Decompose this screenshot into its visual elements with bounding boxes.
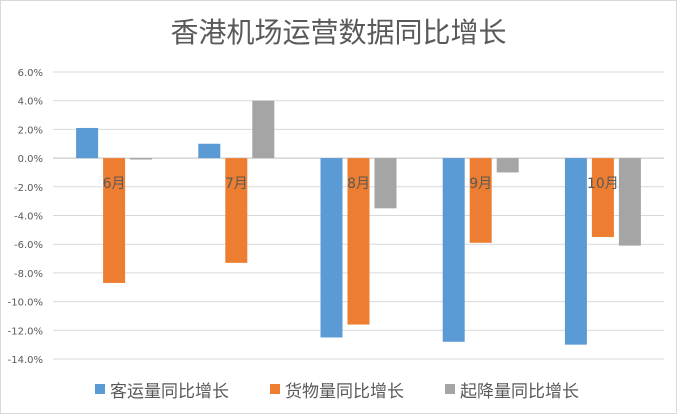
x-tick-label: 9月 (469, 176, 492, 192)
y-tick-label: -14.0% (8, 355, 43, 366)
x-tick-label: 7月 (225, 176, 248, 192)
bar-series-0-cat-4 (564, 158, 587, 345)
legend-label-cargo: 货物量同比增长 (285, 381, 404, 402)
legend-label-flights: 起降量同比增长 (460, 381, 579, 402)
y-tick-label: -4.0% (14, 212, 43, 223)
x-tick-label: 8月 (347, 176, 370, 192)
legend-item-cargo: 货物量同比增长 (270, 377, 404, 402)
legend-item-flights: 起降量同比增长 (445, 377, 579, 402)
y-tick-label: 2.0% (18, 125, 43, 136)
y-tick-label: -12.0% (8, 326, 43, 337)
bar-series-1-cat-3 (469, 158, 492, 243)
y-tick-label: 6.0% (18, 68, 43, 79)
bar-series-1-cat-0 (103, 158, 126, 283)
x-tick-label: 6月 (103, 176, 126, 192)
x-tick-label: 10月 (587, 176, 619, 192)
y-tick-label: -8.0% (14, 269, 43, 280)
chart-legend: 客运量同比增长 货物量同比增长 起降量同比增长 (1, 377, 676, 402)
bar-series-0-cat-0 (76, 127, 99, 159)
legend-swatch-passenger (95, 384, 105, 394)
bar-series-0-cat-1 (198, 143, 221, 159)
bar-series-2-cat-0 (130, 158, 153, 160)
bar-series-1-cat-2 (347, 158, 370, 325)
y-tick-label: -2.0% (14, 183, 43, 194)
y-tick-label: 4.0% (18, 97, 43, 108)
legend-label-passenger: 客运量同比增长 (110, 381, 229, 402)
bar-series-2-cat-2 (374, 158, 397, 209)
legend-swatch-cargo (270, 384, 280, 394)
y-tick-label: -10.0% (8, 298, 43, 309)
bar-series-0-cat-2 (320, 158, 343, 338)
chart-title: 香港机场运营数据同比增长 (170, 16, 507, 49)
legend-swatch-flights (445, 384, 455, 394)
bar-series-1-cat-1 (225, 158, 248, 263)
bar-series-2-cat-3 (496, 158, 519, 173)
bar-series-0-cat-3 (442, 158, 465, 342)
y-tick-label: -6.0% (14, 240, 43, 251)
bar-series-1-cat-4 (591, 158, 614, 238)
y-tick-label: 0.0% (18, 154, 43, 165)
legend-item-passenger: 客运量同比增长 (95, 377, 229, 402)
bar-series-2-cat-1 (252, 100, 275, 159)
bar-series-2-cat-4 (618, 158, 641, 246)
